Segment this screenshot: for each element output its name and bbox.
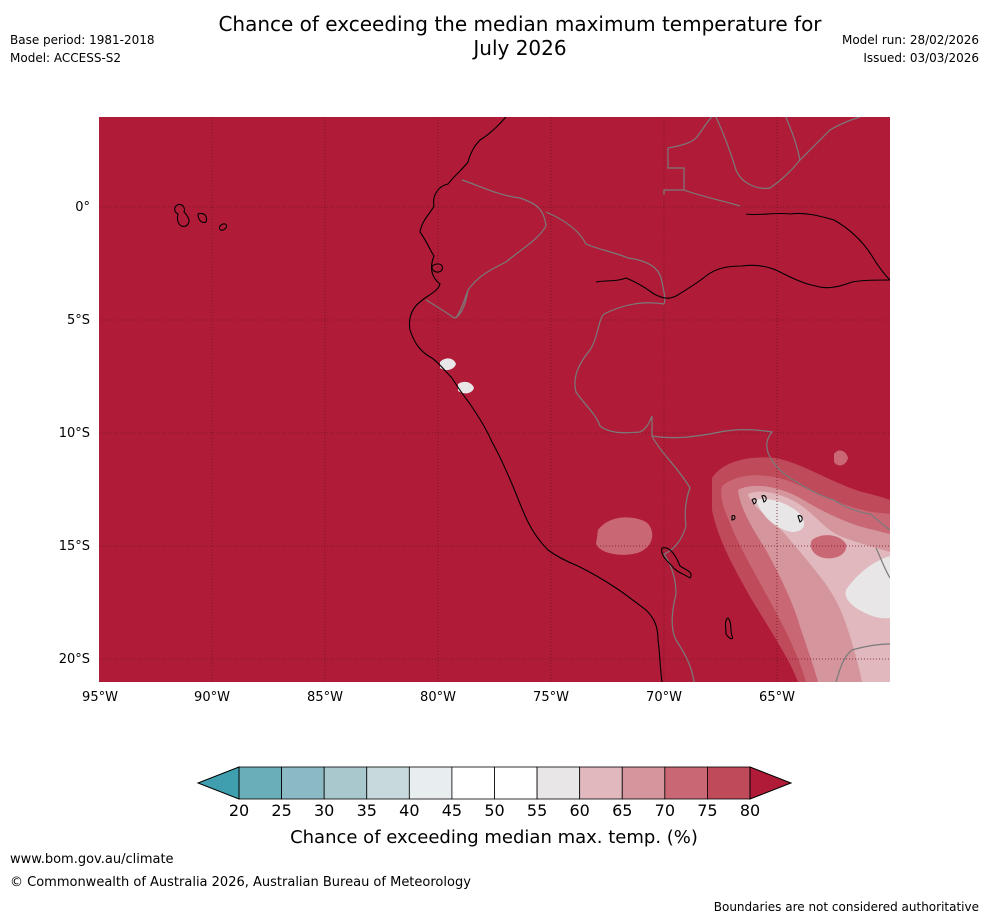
colorbar-bin-35-40 (366, 766, 410, 800)
contour-60 (748, 491, 890, 682)
footer-copyright: © Commonwealth of Australia 2026, Austra… (10, 875, 471, 890)
header-right-info: Model run: 28/02/2026 Issued: 03/03/2026 (842, 31, 979, 67)
colorbar-tick-label-55: 55 (527, 801, 547, 820)
colorbar-bin-40-45 (408, 766, 453, 800)
coast-galapagos-1 (174, 203, 190, 227)
contour-55 (756, 498, 890, 619)
coast-poopo (724, 617, 734, 640)
border-bolivia-chile (663, 553, 695, 682)
colorbar-title: Chance of exceeding median max. temp. (%… (290, 827, 698, 848)
lon-label-90w: 90°W (194, 690, 230, 705)
coast-rio-negro (745, 212, 890, 281)
lat-label-0: 0° (75, 200, 90, 215)
lon-label-70w: 70°W (646, 690, 682, 705)
model-text: Model: ACCESS-S2 (10, 51, 122, 65)
footer-url[interactable]: www.bom.gov.au/climate (10, 852, 174, 867)
colorbar-tick-label-45: 45 (442, 801, 462, 820)
map-gridlines (99, 117, 890, 682)
lat-label-5s: 5°S (67, 313, 90, 328)
border-guyana (799, 117, 861, 161)
border-venezuela-brazil (683, 117, 801, 207)
colorbar-extend-high (749, 766, 793, 800)
border-colombia-brazil (545, 211, 666, 305)
colorbar-tick-label-65: 65 (612, 801, 632, 820)
colorbar-bin-75-80 (707, 766, 751, 800)
coast-bolivia-lake-1 (751, 498, 757, 505)
latitude-labels: 0° 5°S 10°S 15°S 20°S (59, 200, 90, 667)
colorbar-bins (238, 766, 751, 800)
coast-galapagos-3 (218, 223, 228, 231)
lon-label-75w: 75°W (533, 690, 569, 705)
coast-galapagos-2 (197, 212, 208, 224)
border-peru-brazil (574, 302, 691, 555)
colorbar-tick-label-70: 70 (655, 801, 675, 820)
coast-titicaca (661, 547, 692, 579)
coast-pacific (408, 117, 663, 682)
colorbar-tick-label-60: 60 (569, 801, 589, 820)
issued-text: Issued: 03/03/2026 (863, 51, 979, 65)
colorbar-bin-50-55 (494, 766, 538, 800)
colorbar-tick-label-50: 50 (484, 801, 504, 820)
lon-label-80w: 80°W (420, 690, 456, 705)
colorbar-bin-20-25 (238, 766, 282, 800)
border-bolivia-brazil (833, 499, 890, 579)
lat-label-15s: 15°S (59, 539, 90, 554)
colorbar-bin-55-60 (536, 766, 581, 800)
colorbar-tick-label-75: 75 (697, 801, 717, 820)
border-peru-bolivia (651, 429, 835, 501)
country-borders (425, 117, 890, 682)
border-paraguay (835, 643, 890, 682)
lon-label-85w: 85°W (307, 690, 343, 705)
map-title-line-1: Chance of exceeding the median maximum t… (218, 12, 822, 36)
border-ecuador-peru (425, 289, 469, 319)
colorbar-bin-70-75 (664, 766, 708, 800)
colorbar-tick-label-40: 40 (399, 801, 419, 820)
lat-label-10s: 10°S (59, 426, 90, 441)
colorbar-bin-45-50 (451, 766, 495, 800)
map-panel (99, 117, 890, 682)
base-period-text: Base period: 1981-2018 (10, 33, 155, 47)
contour-70-small (810, 535, 847, 559)
colorbar-tick-label-20: 20 (229, 801, 249, 820)
colorbar-bin-60-65 (579, 766, 623, 800)
colorbar-tick-labels: 20 25 30 35 40 45 50 55 60 65 70 75 80 (229, 801, 760, 820)
model-run-text: Model run: 28/02/2026 (841, 33, 979, 47)
lon-label-95w: 95°W (82, 690, 118, 705)
colorbar-tick-label-80: 80 (740, 801, 760, 820)
contour-andes-light-1 (440, 358, 456, 371)
colorbar: 20 25 30 35 40 45 50 55 60 65 70 75 80 Chance of exc… (196, 766, 793, 848)
coast-gulf-guayaquil (431, 263, 443, 273)
colorbar-tick-label-25: 25 (271, 801, 291, 820)
map-title: Chance of exceeding the median maximum t… (160, 12, 880, 60)
header-left-info: Base period: 1981-2018 Model: ACCESS-S2 (10, 31, 155, 67)
colorbar-bin-30-35 (323, 766, 368, 800)
border-colombia-venezuela (663, 117, 713, 195)
colorbar-bin-65-70 (621, 766, 666, 800)
longitude-labels: 95°W 90°W 85°W 80°W 75°W 70°W 65°W (82, 690, 795, 705)
coast-amazon-river (595, 264, 890, 299)
coast-bolivia-lake-3 (797, 515, 803, 523)
coast-bolivia-lake-4 (731, 515, 736, 521)
colorbar-extend-low (196, 766, 240, 800)
lat-label-20s: 20°S (59, 652, 90, 667)
colorbar-tick-label-35: 35 (357, 801, 377, 820)
colorbar-tick-label-30: 30 (314, 801, 334, 820)
coast-bolivia-lake-2 (761, 495, 767, 503)
map-title-line-2: July 2026 (473, 36, 567, 60)
probability-contours (440, 358, 890, 682)
coastlines (174, 117, 890, 682)
contour-70-peru (596, 517, 653, 555)
contour-70-fleck (834, 450, 848, 466)
contour-andes-light-2 (458, 381, 474, 394)
lon-label-65w: 65°W (759, 690, 795, 705)
colorbar-bin-25-30 (281, 766, 325, 800)
footer-disclaimer: Boundaries are not considered authoritat… (713, 900, 979, 914)
